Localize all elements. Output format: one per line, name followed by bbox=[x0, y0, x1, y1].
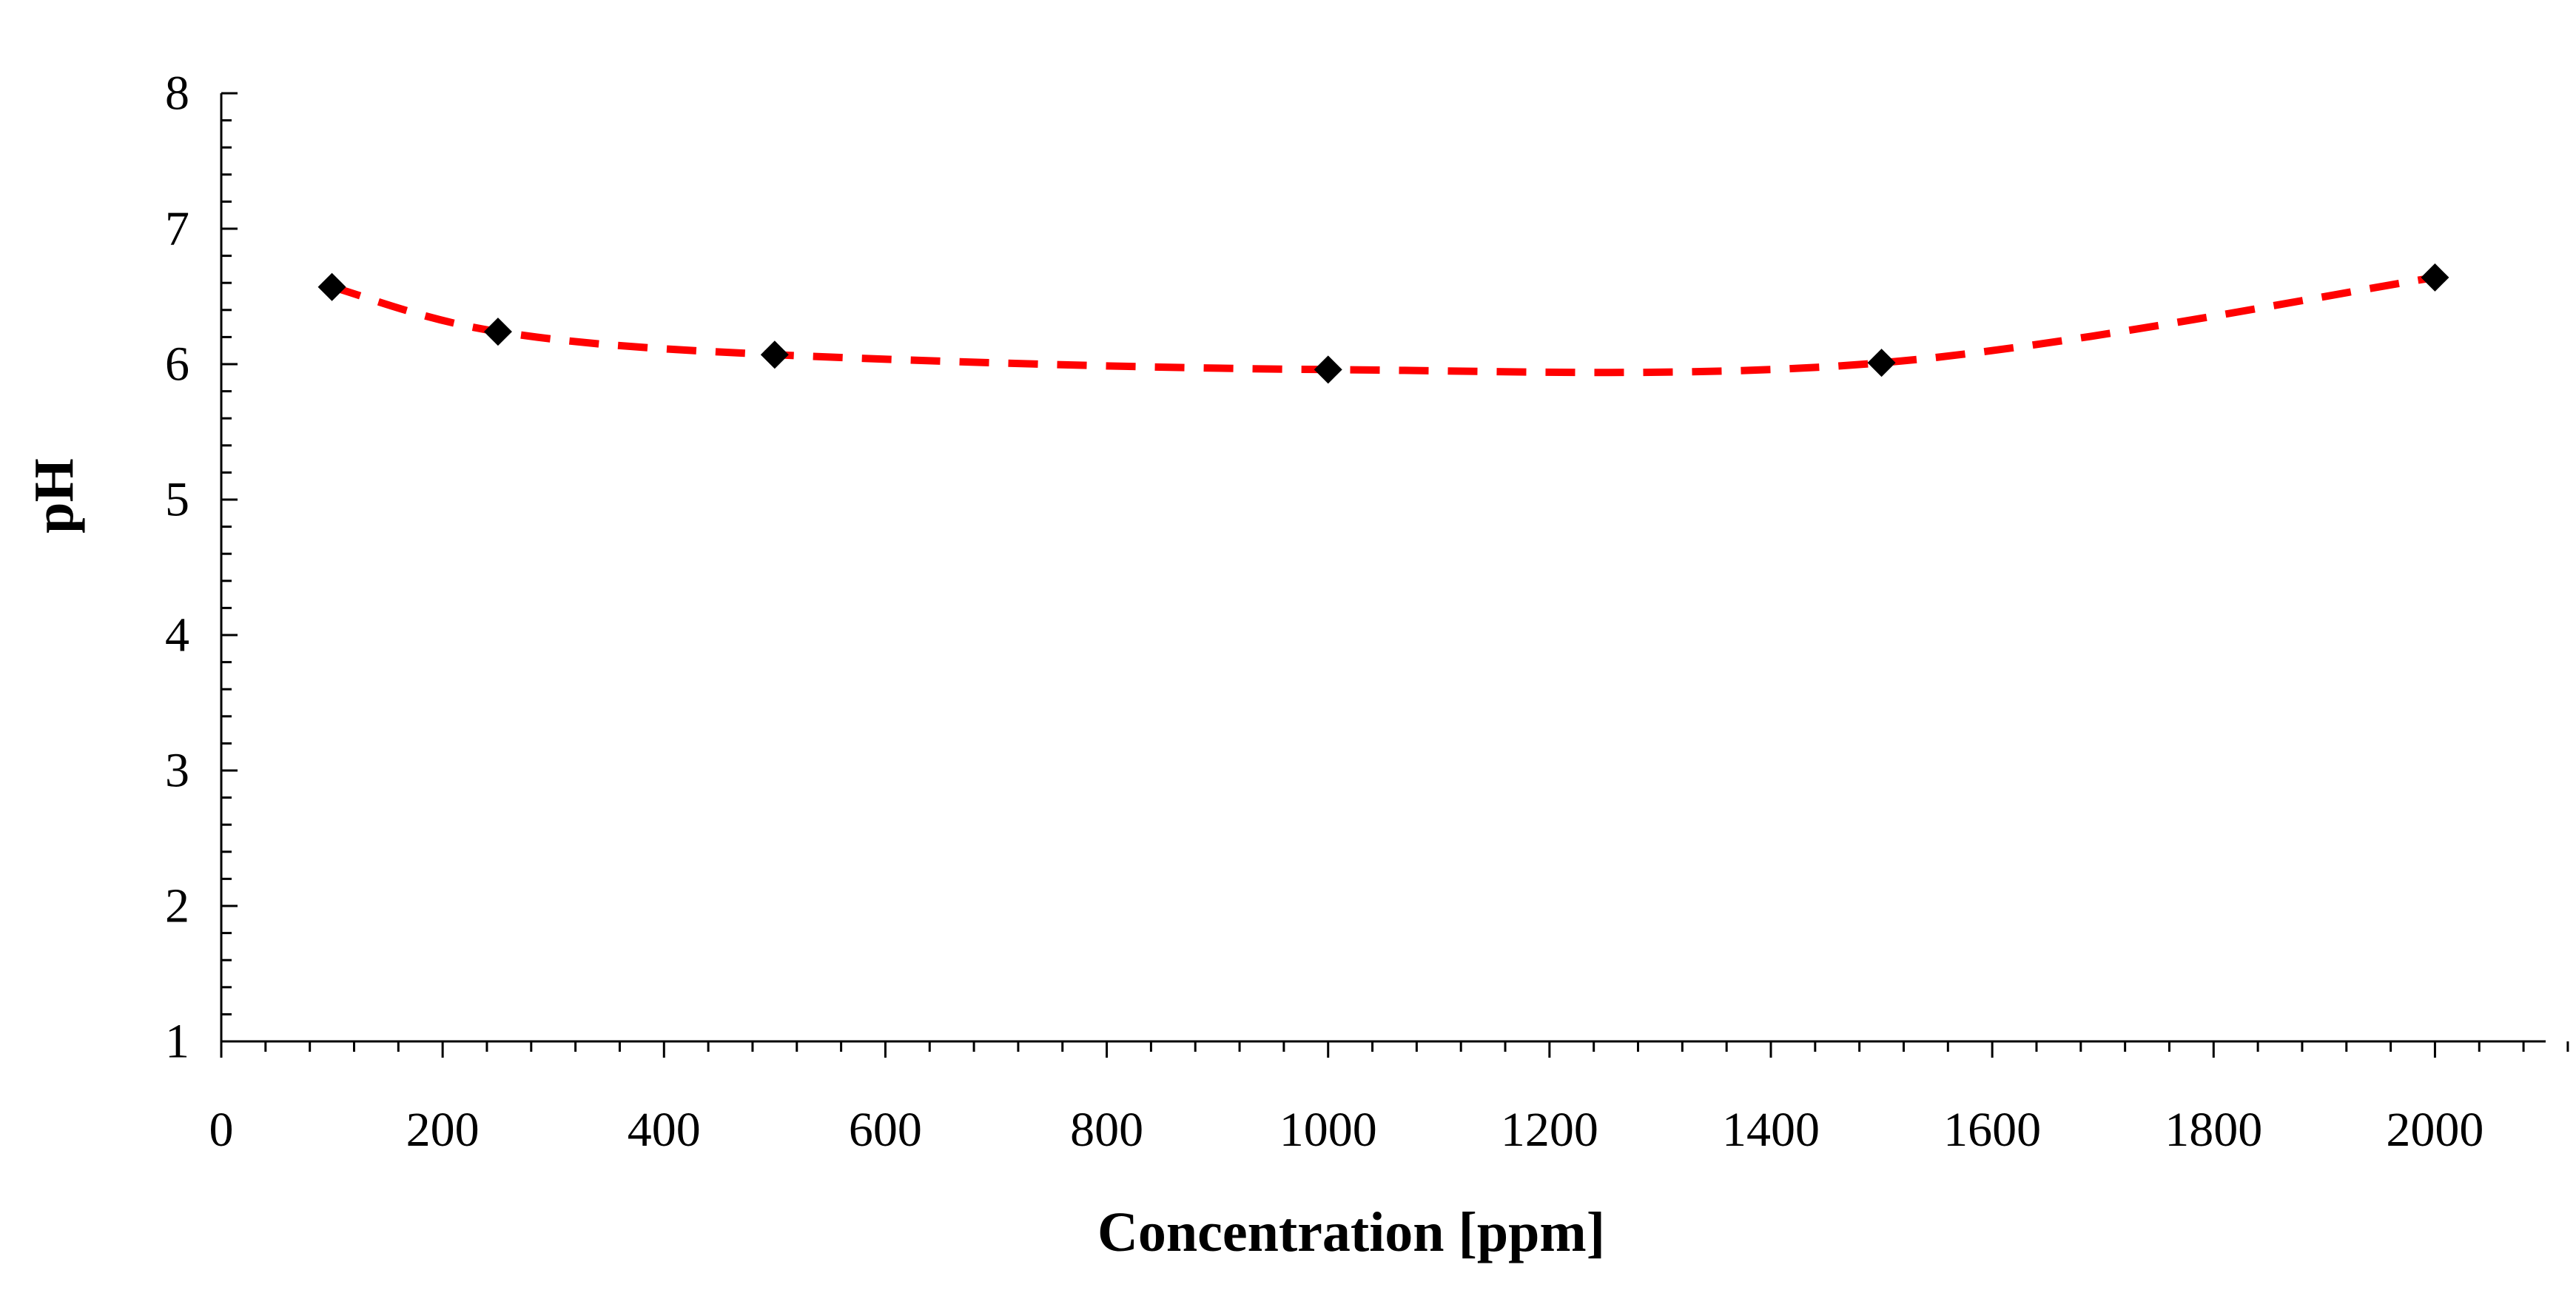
y-tick-label: 1 bbox=[165, 1015, 189, 1069]
data-point-marker bbox=[317, 272, 346, 301]
y-axis-title: pH bbox=[23, 458, 85, 533]
y-tick-label: 6 bbox=[165, 338, 189, 392]
data-point-marker bbox=[1867, 349, 1896, 377]
tick-labels: 0 200 400 600 800 1000 1200 1400 1600 1800 2000 1 2 3… bbox=[165, 67, 2483, 1158]
x-tick-label: 800 bbox=[1070, 1103, 1143, 1157]
series bbox=[317, 263, 2449, 384]
x-tick-label: 200 bbox=[406, 1103, 480, 1157]
ticks bbox=[220, 92, 2569, 1058]
x-tick-label: 2000 bbox=[2386, 1103, 2483, 1157]
x-tick-label: 1600 bbox=[1943, 1103, 2041, 1157]
y-tick-label: 5 bbox=[165, 473, 189, 527]
x-tick-label: 1400 bbox=[1722, 1103, 1820, 1157]
y-tick-label: 2 bbox=[165, 879, 189, 933]
data-point-marker bbox=[2421, 263, 2449, 292]
x-axis-title: Concentration [ppm] bbox=[1097, 1201, 1605, 1263]
data-point-marker bbox=[483, 318, 512, 346]
y-tick-label: 8 bbox=[165, 67, 189, 121]
x-tick-label: 1000 bbox=[1279, 1103, 1377, 1157]
data-point-marker bbox=[760, 340, 789, 369]
trend-line bbox=[331, 273, 2436, 377]
y-tick-label: 7 bbox=[165, 202, 189, 256]
axes bbox=[220, 93, 2546, 1043]
y-tick-label: 3 bbox=[165, 744, 189, 798]
x-tick-label: 600 bbox=[849, 1103, 922, 1157]
data-point-marker bbox=[1314, 355, 1342, 384]
x-tick-label: 1200 bbox=[1501, 1103, 1598, 1157]
y-tick-label: 4 bbox=[165, 608, 189, 662]
x-tick-label: 1800 bbox=[2165, 1103, 2262, 1157]
x-tick-label: 0 bbox=[209, 1103, 234, 1157]
x-tick-label: 400 bbox=[628, 1103, 701, 1157]
